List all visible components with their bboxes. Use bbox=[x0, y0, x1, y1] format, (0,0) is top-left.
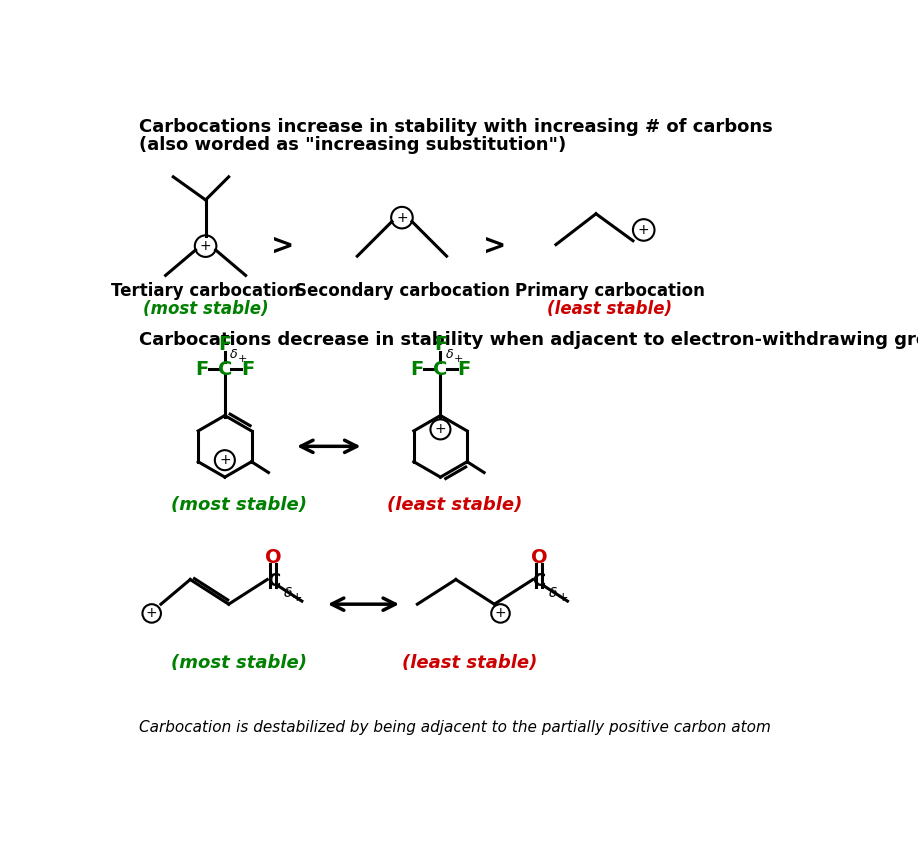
Text: F: F bbox=[410, 359, 424, 378]
Text: $\delta$: $\delta$ bbox=[283, 587, 293, 600]
Text: Secondary carbocation: Secondary carbocation bbox=[295, 283, 509, 301]
Text: +: + bbox=[200, 239, 211, 253]
Text: (most stable): (most stable) bbox=[171, 654, 307, 672]
Text: F: F bbox=[241, 359, 254, 378]
Text: Primary carbocation: Primary carbocation bbox=[515, 283, 705, 301]
Text: (least stable): (least stable) bbox=[386, 497, 522, 514]
Text: >: > bbox=[271, 232, 295, 260]
Text: F: F bbox=[457, 359, 470, 378]
Text: C: C bbox=[267, 572, 280, 590]
Text: Carbocations increase in stability with increasing # of carbons: Carbocations increase in stability with … bbox=[139, 118, 772, 136]
Text: C: C bbox=[532, 572, 545, 590]
Text: +: + bbox=[146, 607, 158, 620]
Text: (least stable): (least stable) bbox=[547, 300, 672, 318]
Text: $\delta$: $\delta$ bbox=[230, 348, 239, 361]
Text: +: + bbox=[495, 607, 507, 620]
Text: >: > bbox=[483, 232, 506, 260]
Text: Carbocation is destabilized by being adjacent to the partially positive carbon a: Carbocation is destabilized by being adj… bbox=[139, 720, 770, 734]
Text: F: F bbox=[218, 335, 231, 354]
Text: (also worded as "increasing substitution"): (also worded as "increasing substitution… bbox=[139, 136, 565, 154]
Text: Carbocations decrease in stability when adjacent to electron-withdrawing groups: Carbocations decrease in stability when … bbox=[139, 331, 918, 349]
Text: +: + bbox=[219, 454, 230, 467]
Text: C: C bbox=[433, 359, 448, 378]
Text: +: + bbox=[453, 353, 463, 364]
Text: (least stable): (least stable) bbox=[402, 654, 537, 672]
Text: +: + bbox=[638, 223, 650, 237]
Text: C: C bbox=[218, 359, 232, 378]
Text: (most stable): (most stable) bbox=[171, 497, 307, 514]
Text: +: + bbox=[238, 353, 247, 364]
Text: $\delta$: $\delta$ bbox=[548, 587, 558, 600]
Text: +: + bbox=[292, 591, 302, 604]
Text: F: F bbox=[196, 359, 208, 378]
Text: Tertiary carbocation: Tertiary carbocation bbox=[111, 283, 300, 301]
Text: +: + bbox=[397, 211, 408, 225]
Text: O: O bbox=[265, 549, 282, 568]
Text: (most stable): (most stable) bbox=[143, 300, 268, 318]
Text: F: F bbox=[434, 335, 447, 354]
Text: +: + bbox=[434, 422, 446, 436]
Text: O: O bbox=[531, 549, 547, 568]
Text: $\delta$: $\delta$ bbox=[445, 348, 454, 361]
Text: +: + bbox=[557, 591, 568, 604]
